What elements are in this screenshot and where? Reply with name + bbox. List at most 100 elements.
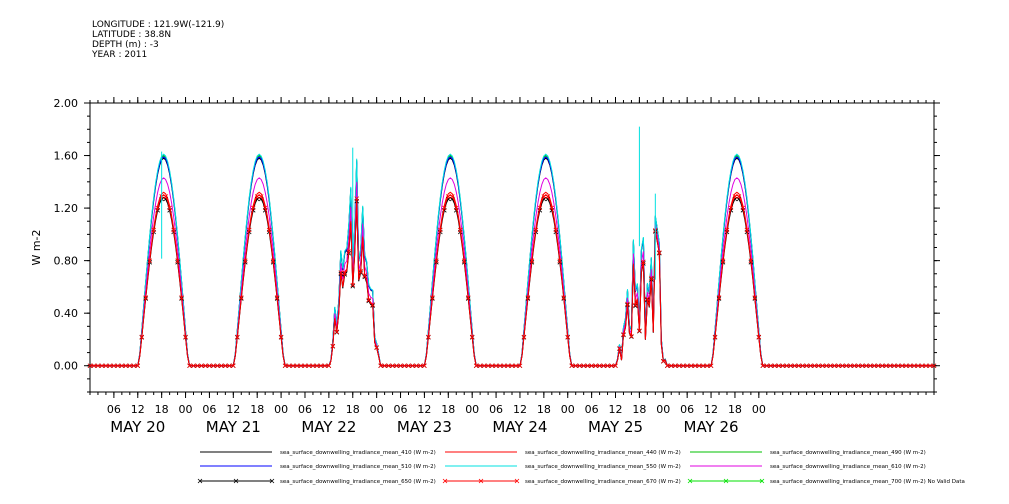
series-marker bbox=[661, 358, 666, 364]
series-marker bbox=[390, 363, 395, 369]
x-tick-label: 06 bbox=[202, 403, 216, 416]
series-marker bbox=[450, 194, 455, 199]
series-marker bbox=[561, 295, 567, 300]
series-marker bbox=[728, 205, 734, 211]
day-label: MAY 26 bbox=[684, 418, 739, 436]
series-marker bbox=[708, 363, 714, 369]
series-marker bbox=[422, 363, 427, 369]
series-marker bbox=[493, 363, 499, 369]
series-marker bbox=[589, 363, 594, 369]
series-marker bbox=[872, 363, 877, 369]
series-marker bbox=[203, 363, 208, 369]
year-text: YEAR : 2011 bbox=[92, 50, 148, 60]
series-marker bbox=[625, 301, 630, 307]
series-marker bbox=[649, 275, 654, 281]
series-line bbox=[90, 153, 934, 367]
x-tick-label: 00 bbox=[656, 403, 670, 416]
legend-marker bbox=[514, 478, 520, 484]
series-marker bbox=[477, 363, 483, 369]
y-tick-label: 1.20 bbox=[54, 202, 79, 215]
series-marker bbox=[354, 196, 360, 201]
series-marker bbox=[692, 363, 698, 369]
series-marker bbox=[334, 329, 340, 335]
series-marker bbox=[489, 363, 495, 369]
series-marker bbox=[895, 363, 901, 369]
series-marker bbox=[736, 194, 742, 199]
series-marker bbox=[804, 363, 809, 369]
series-marker bbox=[302, 363, 308, 369]
series-marker bbox=[262, 205, 268, 211]
series-marker bbox=[310, 363, 316, 369]
series-marker bbox=[887, 363, 893, 369]
series-marker bbox=[780, 363, 785, 369]
series-marker bbox=[724, 227, 730, 233]
x-tick-label: 06 bbox=[394, 403, 408, 416]
day-label: MAY 25 bbox=[588, 418, 643, 436]
series-marker bbox=[509, 363, 515, 369]
series-marker bbox=[899, 363, 905, 369]
series-marker bbox=[808, 363, 813, 369]
series-marker bbox=[521, 334, 527, 340]
series-marker bbox=[481, 363, 487, 369]
y-tick-label: 0.00 bbox=[54, 360, 79, 373]
series-marker bbox=[919, 363, 925, 369]
series-marker bbox=[87, 363, 93, 369]
legend-marker bbox=[687, 478, 693, 484]
series-marker bbox=[115, 363, 121, 369]
series-marker bbox=[537, 205, 543, 211]
series-marker bbox=[840, 363, 845, 369]
series-marker bbox=[183, 334, 188, 340]
series-marker bbox=[848, 363, 853, 369]
series-marker bbox=[338, 270, 344, 275]
series-marker bbox=[107, 363, 113, 369]
x-tick-label: 18 bbox=[632, 403, 646, 416]
series-marker bbox=[923, 363, 929, 369]
series-marker bbox=[585, 363, 590, 369]
x-tick-label: 06 bbox=[680, 403, 694, 416]
x-tick-label: 00 bbox=[752, 403, 766, 416]
series-marker bbox=[581, 363, 586, 369]
series-marker bbox=[788, 363, 793, 369]
series-line bbox=[90, 156, 934, 367]
series-marker bbox=[378, 363, 383, 369]
series-marker bbox=[103, 363, 109, 369]
series-marker bbox=[235, 334, 240, 340]
series-marker bbox=[657, 250, 662, 255]
series-marker bbox=[135, 363, 141, 369]
series-marker bbox=[143, 295, 149, 300]
latitude-text: LATITUDE : 38.8N bbox=[92, 30, 172, 40]
series-marker bbox=[446, 194, 451, 199]
x-tick-label: 06 bbox=[585, 403, 599, 416]
series-marker bbox=[127, 363, 133, 369]
series-marker bbox=[438, 227, 443, 233]
series-marker bbox=[820, 363, 825, 369]
series-marker bbox=[278, 334, 284, 340]
series-marker bbox=[907, 363, 913, 369]
series-marker bbox=[812, 363, 817, 369]
series-marker bbox=[696, 363, 702, 369]
legend: sea_surface_downwelling_irradiance_mean_… bbox=[197, 450, 965, 485]
series-marker bbox=[664, 363, 670, 369]
series-line bbox=[90, 194, 934, 367]
series-marker bbox=[864, 363, 869, 369]
series-marker bbox=[386, 363, 391, 369]
depth-text: DEPTH (m) : -3 bbox=[92, 40, 159, 50]
series-marker bbox=[549, 205, 555, 211]
series-marker bbox=[418, 363, 423, 369]
series-marker bbox=[800, 363, 805, 369]
series-marker bbox=[752, 295, 758, 300]
series-marker bbox=[350, 283, 356, 289]
series-marker bbox=[744, 227, 750, 233]
day-label: MAY 23 bbox=[397, 418, 452, 436]
series-marker bbox=[617, 346, 622, 351]
series-marker bbox=[171, 227, 176, 233]
series-marker bbox=[577, 363, 582, 369]
series-marker bbox=[258, 194, 264, 199]
day-label: MAY 20 bbox=[110, 418, 165, 436]
day-label: MAY 24 bbox=[492, 418, 547, 436]
series-marker bbox=[469, 334, 475, 340]
series-marker bbox=[836, 363, 841, 369]
y-tick-label: 2.00 bbox=[54, 97, 79, 110]
x-tick-label: 00 bbox=[561, 403, 575, 416]
legend-label: sea_surface_downwelling_irradiance_mean_… bbox=[525, 464, 681, 470]
